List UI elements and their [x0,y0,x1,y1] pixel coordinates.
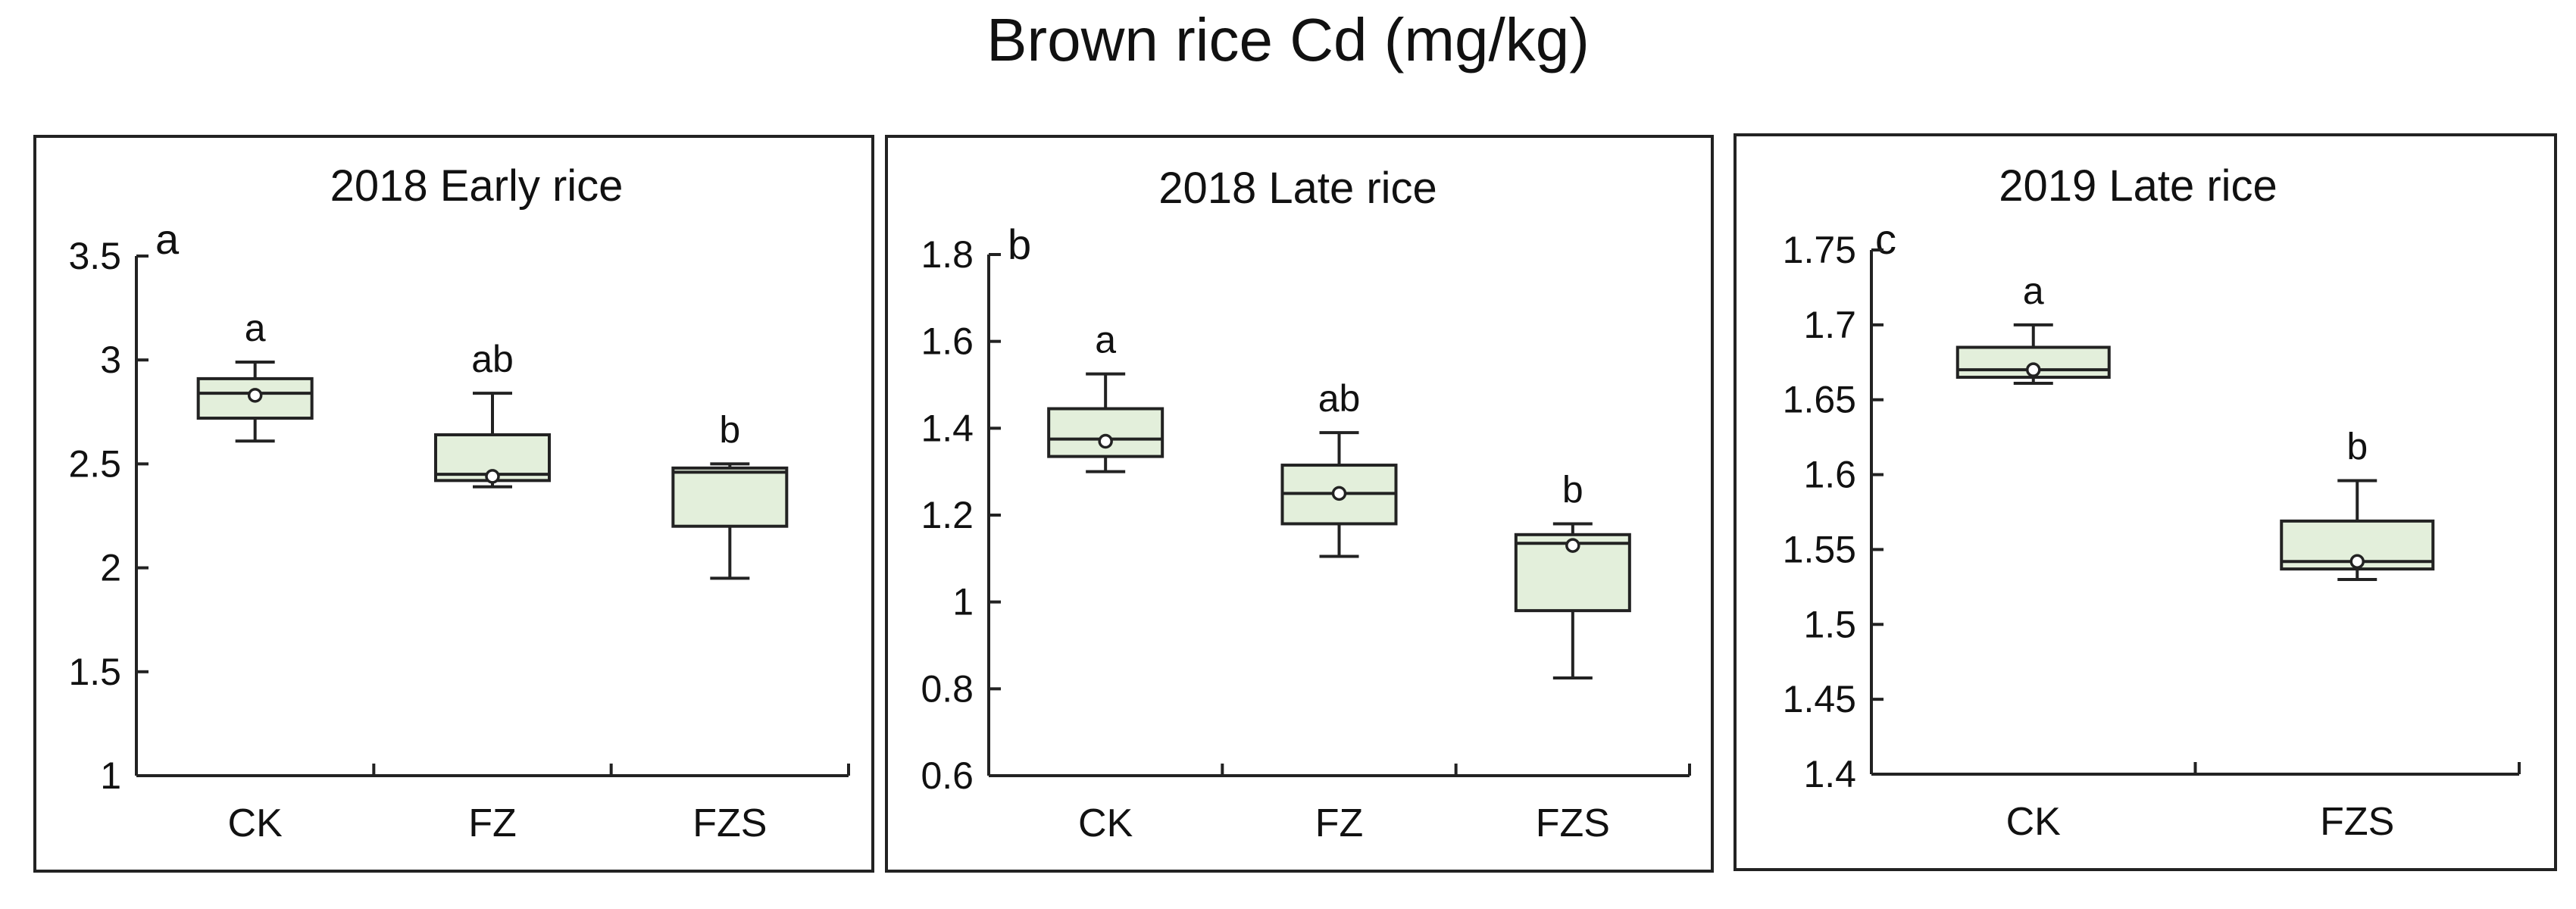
y-tick-label: 1.6 [1803,454,1856,496]
significance-label: b [1562,468,1583,511]
panel-c-frame [1733,133,2557,871]
x-category-label: CK [2006,800,2062,844]
significance-label: b [2346,425,2368,467]
y-tick-label: 1.65 [1783,379,1856,421]
y-tick-label: 1.4 [1803,753,1856,795]
significance-label: ab [471,338,514,380]
x-category-label: CK [1078,801,1133,845]
mean-marker [247,388,263,403]
y-tick-label: 1.4 [921,407,974,449]
x-category-label: CK [228,801,283,845]
panel-a-frame [33,135,874,873]
panel-a-plot: 1 1.5 2 2.5 3 3.5 CK a FZ ab FZS b [68,235,850,845]
panel-a-title: 2018 Early rice [330,161,624,211]
panel-c: 2019 Late rice c 1.41.451.51.551.61.651.… [1733,133,2557,871]
y-tick-label: 0.6 [921,754,974,797]
y-tick-label: 2.5 [68,442,121,485]
x-category-label: FZ [1315,801,1364,845]
panel-a-letter: a [155,215,180,263]
significance-label: a [245,307,266,349]
significance-label: a [1095,319,1116,361]
y-tick-label: 1.75 [1783,229,1856,271]
mean-marker [1098,433,1113,449]
y-tick-label: 1.5 [68,651,121,693]
y-tick-label: 1.7 [1803,304,1856,346]
panel-b-letter: b [1008,220,1031,268]
x-category-label: FZS [2320,800,2394,844]
mean-marker [1331,486,1347,501]
box [1955,345,2111,380]
panel-b-frame [885,135,1714,873]
significance-label: ab [1318,377,1361,420]
box [1047,407,1165,458]
significance-label: a [2023,270,2044,312]
y-tick-label: 1.55 [1783,528,1856,570]
y-tick-label: 1.2 [921,494,974,536]
mean-marker [485,469,500,484]
y-tick-label: 1.45 [1783,678,1856,720]
box [671,466,789,528]
y-tick-label: 1.5 [1803,603,1856,645]
y-tick-label: 2 [100,547,121,589]
panel-b-title: 2018 Late rice [1158,164,1437,213]
y-tick-label: 1.8 [921,233,974,276]
panel-a: 2018 Early rice a 1 1.5 2 2.5 3 3.5 CK a FZ ab FZS… [33,135,874,873]
panel-c-plot: 1.4 1.45 1.5 1.55 1.6 1.65 1.7 1.75 CK a FZS b [1783,229,2521,844]
y-tick-label: 3.5 [68,235,121,277]
y-tick-label: 0.8 [921,667,974,710]
x-category-label: FZS [692,801,767,845]
mean-marker [2026,362,2041,377]
y-tick-label: 1 [952,581,974,623]
mean-marker [2349,554,2365,569]
mean-marker [1565,538,1580,553]
figure-title: Brown rice Cd (mg/kg) [986,6,1590,73]
panel-c-title: 2019 Late rice [1999,161,2277,211]
y-tick-label: 1 [100,754,121,797]
panel-b-plot: 0.6 0.8 1 1.2 1.4 1.6 1.8 CK a FZ ab FZS b [921,233,1691,845]
panel-b: 2018 Late rice b 0.6 0.8 1 1.2 1.4 1.6 1.8 CK a F… [885,135,1714,873]
y-tick-label: 1.6 [921,320,974,363]
y-tick-label: 3 [100,339,121,381]
significance-label: b [719,408,740,451]
x-category-label: FZ [468,801,517,845]
x-category-label: FZS [1536,801,1610,845]
panel-c-letter: c [1875,215,1896,263]
